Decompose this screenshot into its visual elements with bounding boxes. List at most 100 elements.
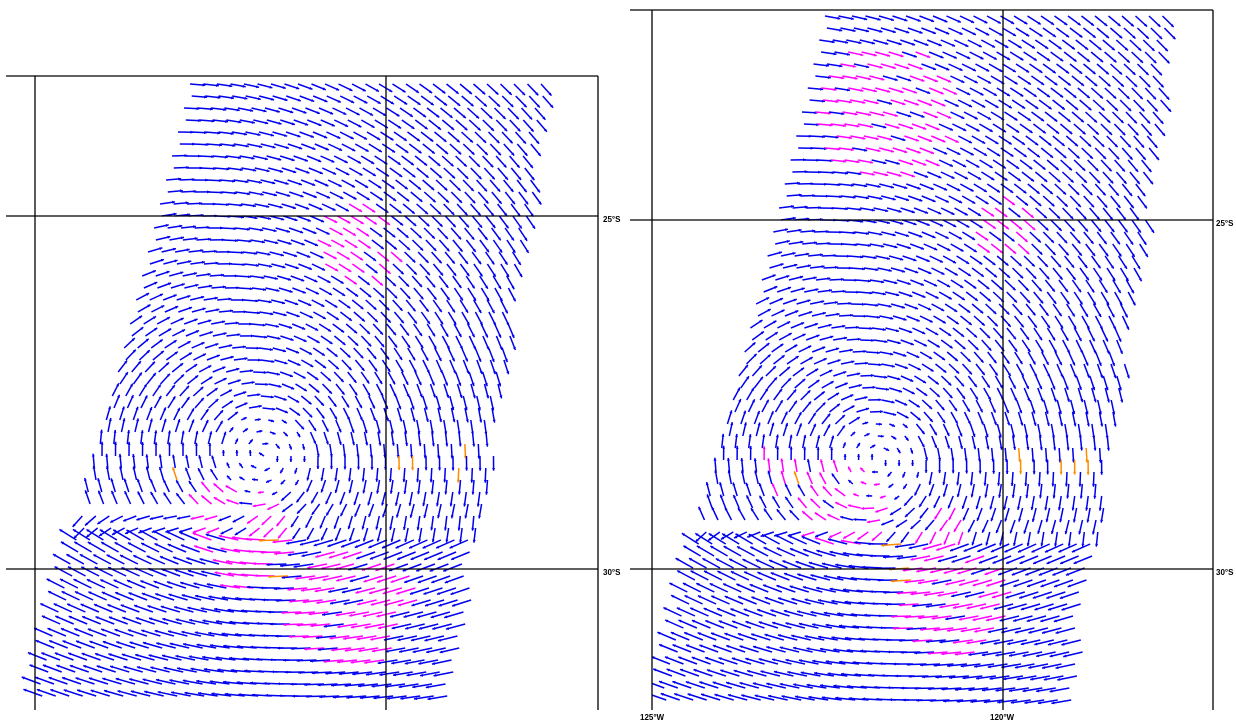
wind-vector-head — [87, 542, 91, 545]
wind-vector-head — [877, 17, 881, 21]
wind-vector-head — [877, 184, 881, 188]
wind-vector-head — [409, 113, 413, 117]
wind-vector-head — [1097, 180, 1100, 184]
wind-vector-head — [390, 101, 394, 105]
wind-vector-head — [478, 261, 482, 265]
wind-vector-head — [1078, 337, 1082, 342]
wind-vector-head — [1036, 190, 1040, 194]
wind-vector-head — [229, 620, 233, 624]
wind-vector-head — [1106, 399, 1110, 403]
wind-vector — [101, 591, 121, 601]
wind-vector-head — [269, 264, 273, 268]
wind-vector-head — [896, 293, 900, 297]
wind-vector-head — [106, 554, 110, 558]
wind-vector-head — [242, 84, 246, 88]
wind-vector-head — [1141, 108, 1145, 112]
wind-vector-head — [960, 333, 965, 337]
wind-vector-head — [766, 297, 770, 301]
wind-vector-head — [479, 419, 483, 423]
wind-vector — [130, 690, 151, 697]
wind-vector-head — [854, 112, 858, 116]
wind-vector-head — [127, 542, 132, 546]
wind-vector-head — [267, 506, 271, 510]
wind-vector-head — [865, 407, 869, 411]
wind-vector-head — [1104, 289, 1108, 293]
wind-vector-head — [941, 357, 945, 360]
wind-vector-head — [213, 249, 217, 253]
wind-vector-head — [363, 538, 366, 542]
wind-vector-head — [1125, 277, 1129, 281]
wind-vector-head — [334, 220, 338, 223]
wind-vector-head — [536, 189, 540, 193]
wind-vector-head — [278, 384, 282, 388]
wind-vector-head — [418, 235, 422, 239]
wind-vector-head — [416, 479, 420, 483]
wind-vector-head — [334, 478, 338, 482]
wind-vector — [160, 605, 181, 613]
wind-vector-head — [993, 421, 997, 426]
wind-vector-head — [1139, 59, 1143, 63]
wind-vector-head — [1077, 240, 1081, 244]
wind-vector-head — [788, 378, 791, 382]
wind-vector-head — [396, 514, 399, 518]
wind-vector-head — [138, 372, 142, 376]
wind-vector-head — [443, 568, 447, 572]
wind-vector-head — [284, 670, 288, 674]
wind-vector-head — [465, 260, 468, 264]
wind-vector-head — [1021, 141, 1025, 145]
wind-vector-head — [364, 100, 368, 104]
wind-vector-head — [198, 455, 202, 459]
wind-vector-head — [957, 152, 961, 155]
wind-vector-head — [358, 124, 362, 128]
wind-vector-head — [743, 422, 747, 426]
wind-vector-head — [351, 429, 355, 433]
wind-vector-head — [943, 369, 947, 373]
wind-vector-head — [938, 175, 942, 179]
wind-vector-head — [310, 364, 314, 367]
wind-vector-head — [858, 207, 862, 211]
wind-vector-head — [228, 297, 232, 301]
wind-vector-head — [1006, 274, 1010, 278]
wind-vector-head — [311, 99, 315, 102]
wind-vector-head — [941, 407, 945, 411]
wind-vector-head — [947, 115, 952, 119]
wind-vector-head — [429, 568, 433, 572]
wind-vector-head — [444, 151, 448, 154]
wind-vector-head — [205, 533, 209, 537]
wind-vector — [400, 695, 421, 700]
wind-vector-head — [1026, 336, 1029, 340]
wind-vector-head — [298, 671, 302, 675]
wind-vector-head — [411, 406, 415, 410]
wind-vector-head — [176, 493, 180, 497]
wind-vector-head — [934, 79, 938, 83]
wind-vector-head — [271, 419, 275, 423]
wind-vector — [437, 551, 457, 561]
wind-vector-head — [229, 344, 233, 348]
wind-vector-head — [378, 626, 382, 630]
wind-vector-head — [515, 116, 519, 120]
wind-vector-head — [873, 256, 877, 260]
wind-vector-head — [894, 281, 898, 285]
wind-vector-head — [947, 445, 950, 449]
wind-vector-head — [172, 200, 175, 204]
wind-vector-head — [841, 112, 845, 116]
wind-vector-head — [958, 200, 963, 203]
wind-vector-head — [178, 177, 182, 181]
wind-vector-head — [979, 261, 983, 265]
wind-vector-head — [491, 261, 495, 265]
wind-vector-head — [152, 270, 156, 273]
wind-vector-head — [97, 478, 101, 482]
wind-vector-head — [959, 31, 963, 35]
wind-vector-head — [970, 20, 975, 23]
wind-vector-head — [893, 436, 897, 440]
wind-vector-head — [272, 540, 276, 544]
wind-vector-head — [1128, 108, 1132, 111]
wind-vector — [114, 591, 134, 601]
wind-vector-head — [917, 417, 921, 421]
wind-vector-head — [320, 477, 324, 481]
wind-vector-head — [335, 366, 339, 370]
wind-vector — [119, 554, 139, 565]
wind-vector-head — [206, 225, 210, 229]
wind-vector-head — [266, 169, 270, 173]
wind-vector-head — [138, 361, 141, 365]
